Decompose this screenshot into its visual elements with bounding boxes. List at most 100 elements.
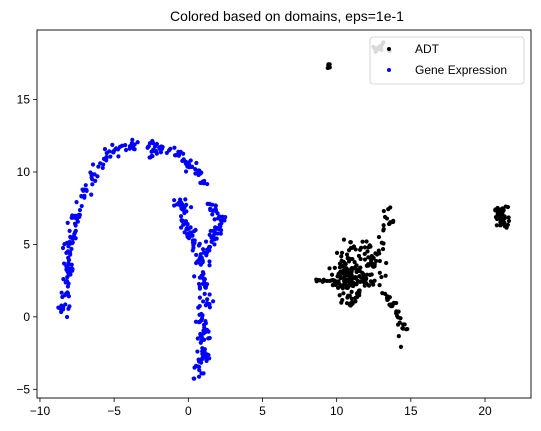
gene-expression-point [188,225,193,230]
gene-expression-point [70,240,75,246]
gene-expression-point [61,277,66,282]
gene-expression-point [222,218,227,223]
adt-point [357,247,363,252]
adt-point [342,264,347,269]
adt-point [498,215,503,221]
gene-expression-point [178,149,183,154]
legend-marker-adt [387,47,391,51]
gene-expression-point [207,263,212,268]
adt-point [338,282,343,288]
x-tick-label: 0 [185,404,192,418]
gene-expression-point [207,356,212,361]
gene-expression-point [192,240,197,246]
gene-expression-point [60,245,66,251]
gene-expression-point [172,145,177,150]
adt-point [382,214,388,220]
adt-point [364,239,369,244]
gene-expression-point [110,142,115,147]
legend-marker-gene-expression [387,68,391,72]
gene-expression-point [158,150,164,155]
adt-point [400,326,405,331]
adt-point [342,279,347,284]
adt-point [341,291,346,296]
adt-point [362,251,367,257]
gene-expression-point [183,161,188,166]
gene-expression-point [189,164,194,169]
gene-expression-point [77,214,82,219]
adt-point [384,260,389,266]
legend-label-gene-expression: Gene Expression [415,63,507,77]
adt-point [333,282,338,287]
chart-title: Colored based on domains, eps=1e-1 [170,8,404,24]
gene-expression-point [200,356,205,361]
x-tick-label: 15 [404,404,418,418]
adt-point [327,266,332,271]
gene-expression-point [66,271,71,276]
adt-point [332,265,337,270]
adt-point [499,219,504,224]
adt-point [381,223,386,228]
gene-expression-point [168,146,173,151]
gene-expression-point [73,213,78,218]
adt-point [349,270,354,275]
x-tick-label: 10 [330,404,344,418]
adt-point [366,262,371,267]
gene-expression-point [194,171,199,176]
gene-expression-point [207,244,213,250]
gene-expression-point [75,219,80,224]
legend-frame [369,36,525,85]
gene-expression-point [90,162,96,167]
gene-expression-point [196,359,202,364]
adt-point [377,251,382,256]
gene-expression-point [160,144,165,150]
adt-point [329,272,335,277]
adt-point [364,281,369,286]
gene-expression-point [200,247,206,252]
gene-expression-point [90,182,95,187]
adt-point [380,246,386,252]
gene-expression-point [184,209,189,214]
adt-point [372,278,377,283]
gene-expression-point [205,201,210,206]
gene-expression-point [123,147,129,153]
gene-expression-point [123,143,128,148]
adt-point [353,295,358,301]
adt-point [495,211,500,216]
gene-expression-point [60,294,65,300]
gene-expression-point [192,274,197,279]
gene-expression-point [200,346,205,351]
gene-expression-point [69,268,74,273]
gene-expression-point [218,231,223,236]
legend: ADT Gene Expression [369,36,525,85]
gene-expression-point [69,246,74,252]
gene-expression-point [79,203,84,209]
gene-expression-point [199,170,204,175]
gene-expression-point [188,233,194,238]
legend-label-adt: ADT [415,42,440,56]
gene-expression-point [182,230,187,235]
adt-point [345,295,350,300]
gene-expression-point [200,270,206,275]
gene-expression-point [127,146,132,151]
gene-expression-point [213,208,219,213]
adt-point [377,258,382,264]
gene-expression-point [207,248,212,253]
gene-expression-point [197,284,202,290]
adt-point [349,289,354,294]
adt-point [382,291,388,296]
gene-expression-point [89,173,94,178]
y-tick-label: 10 [17,165,31,179]
gene-expression-point [67,228,72,233]
adt-point [350,300,355,305]
gene-expression-point [154,141,159,147]
gene-expression-point [197,368,202,373]
gene-expression-point [204,358,209,364]
gene-expression-point [199,180,205,186]
gene-expression-point [194,160,199,166]
gene-expression-point [84,187,89,192]
gene-expression-point [203,303,208,308]
x-tick-label: 5 [259,404,266,418]
gene-expression-point [183,197,188,202]
adt-point [366,245,371,250]
adt-point [346,271,351,276]
